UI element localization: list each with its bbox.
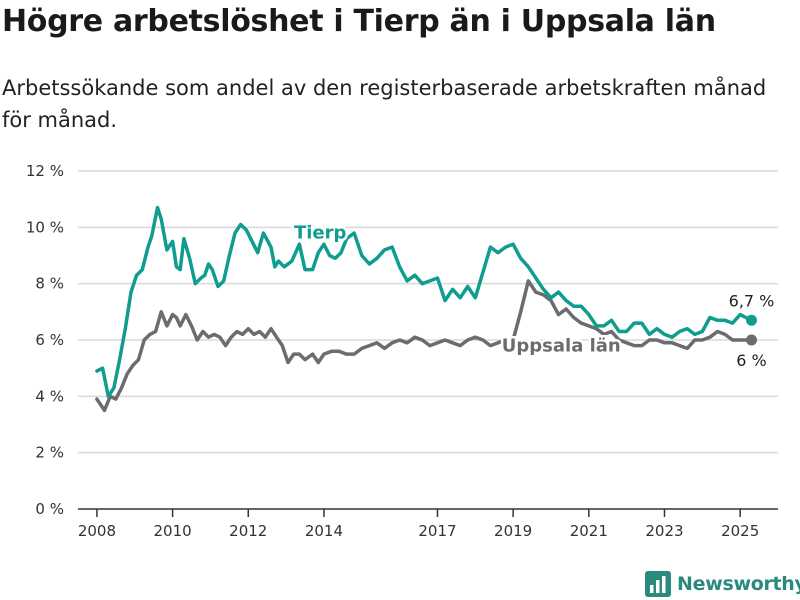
x-tick-label: 2017: [418, 522, 456, 540]
y-tick-label: 12 %: [26, 162, 64, 180]
series-label-uppsala: Uppsala län: [502, 335, 621, 356]
brand-name: Newsworthy: [677, 573, 800, 595]
y-tick-label: 4 %: [35, 387, 64, 405]
series-labels: Tierp Uppsala län 6,7 % 6 %: [291, 220, 775, 370]
end-point-uppsala: [746, 334, 758, 346]
axes: 0 % 2 % 4 % 6 % 8 % 10 % 12 % 2008 2010 2012 2014 2…: [26, 162, 778, 540]
y-tick-label: 8 %: [35, 275, 64, 293]
y-tick-label: 2 %: [35, 444, 64, 462]
newsworthy-logo: Newsworthy: [645, 570, 800, 598]
bar-chart-icon: [645, 571, 671, 597]
chart-title: Högre arbetslöshet i Tierp än i Uppsala …: [2, 4, 716, 39]
x-tick-label: 2010: [154, 522, 192, 540]
end-label-tierp: 6,7 %: [729, 291, 775, 310]
y-tick-label: 10 %: [26, 218, 64, 236]
x-tick-label: 2008: [78, 522, 116, 540]
x-tick-label: 2023: [645, 522, 683, 540]
chart-subtitle: Arbetssökande som andel av den registerb…: [2, 76, 767, 132]
x-tick-label: 2019: [494, 522, 532, 540]
y-tick-label: 6 %: [35, 331, 64, 349]
x-tick-label: 2021: [570, 522, 608, 540]
end-point-tierp: [746, 314, 758, 326]
series-line-uppsala: [95, 279, 754, 413]
x-tick-label: 2025: [721, 522, 759, 540]
series-lines: [95, 205, 758, 413]
end-label-uppsala: 6 %: [736, 351, 766, 370]
y-tick-label: 0 %: [35, 500, 64, 518]
x-tick-label: 2014: [305, 522, 343, 540]
gridlines: [78, 170, 778, 454]
series-line-tierp: [95, 205, 754, 399]
x-tick-label: 2012: [229, 522, 267, 540]
series-label-tierp: Tierp: [294, 223, 347, 244]
